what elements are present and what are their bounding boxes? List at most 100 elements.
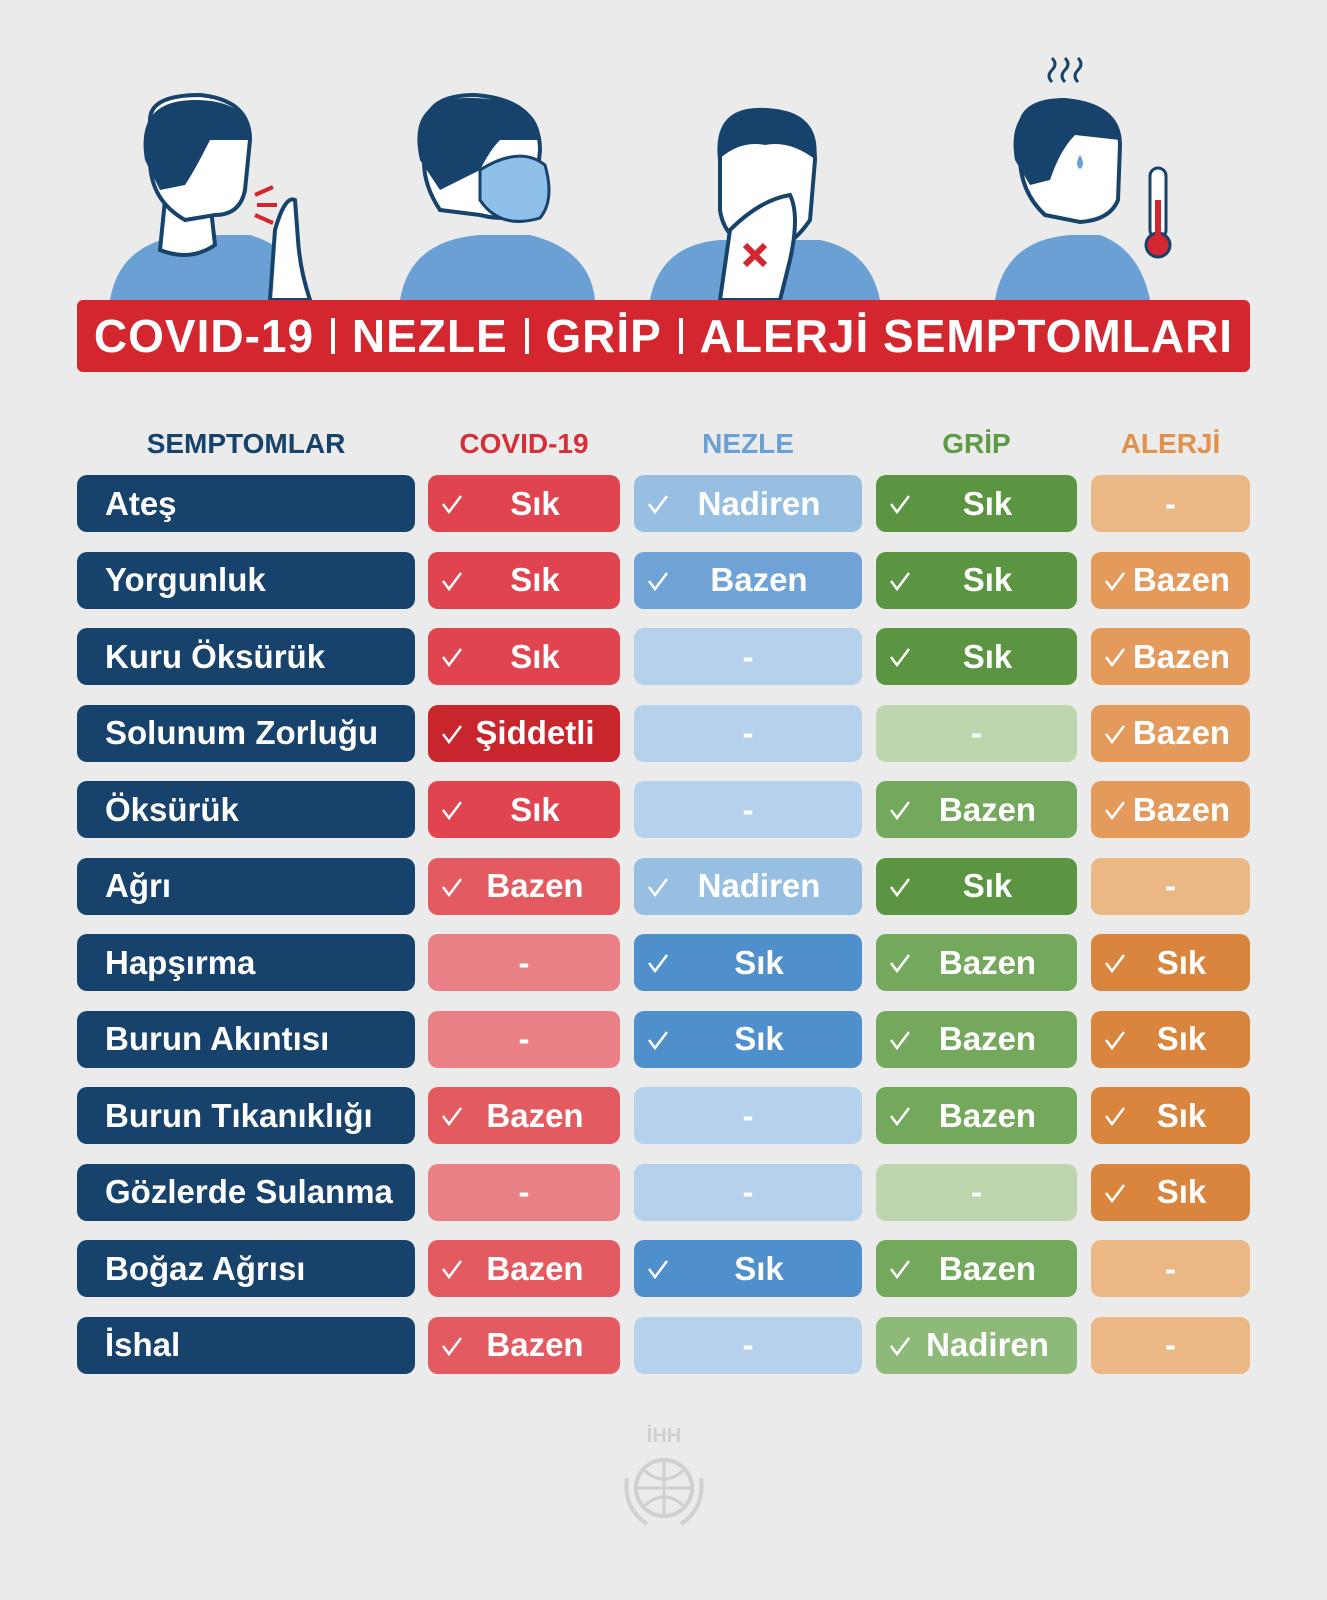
logo-emblem [624, 1458, 704, 1526]
cell-text: - [1165, 484, 1176, 522]
symptom-cell: Sık [428, 628, 620, 685]
symptom-cell: Bazen [876, 1087, 1077, 1144]
logo-text: İHH [646, 1425, 682, 1447]
check-icon [1105, 648, 1125, 668]
symptom-cell: Sık [634, 934, 862, 991]
symptom-cell: Nadiren [876, 1316, 1077, 1374]
check-icon [1105, 954, 1125, 974]
symptom-cell: - [428, 1010, 620, 1068]
cell-text: Bazen [486, 867, 584, 904]
check-icon [890, 571, 910, 591]
title-part: NEZLE [351, 310, 508, 362]
row-label: Gözlerde Sulanma [77, 1163, 415, 1221]
cell-text: Sık [510, 790, 560, 828]
symptom-cell: - [634, 628, 862, 685]
check-icon [648, 877, 668, 897]
symptom-cell: Bazen [876, 781, 1077, 838]
cell-text: - [518, 1020, 530, 1057]
symptom-cell: Şiddetli [428, 704, 620, 762]
symptom-cell: - [634, 704, 862, 762]
symptom-cell: - [428, 934, 620, 991]
row-label: Öksürük [77, 781, 415, 838]
cell-text: Sık [1156, 1020, 1207, 1057]
cell-text: Bazen [938, 1249, 1037, 1287]
symptom-cell: Sık [634, 1010, 862, 1068]
check-icon [890, 1336, 910, 1356]
symptom-cell: Sık [876, 551, 1077, 609]
symptom-cell: Bazen [1091, 781, 1250, 838]
check-icon [890, 1030, 910, 1050]
cell-text: - [742, 714, 754, 751]
row-label: Kuru Öksürük [77, 628, 415, 685]
symptom-cell: - [634, 781, 862, 838]
symptom-cell: Sık [876, 628, 1077, 685]
symptom-cell: - [876, 704, 1077, 762]
check-icon [442, 1336, 462, 1356]
figure-cough [110, 92, 313, 300]
check-icon [648, 1030, 668, 1050]
symptom-cell: Bazen [1091, 551, 1250, 609]
check-icon [890, 954, 910, 974]
row-label-text: Solunum Zorluğu [105, 714, 379, 751]
cell-text: Sık [510, 561, 560, 598]
check-icon [648, 1260, 668, 1280]
symptom-cell: Sık [1091, 1087, 1250, 1144]
cell-text: - [742, 1173, 754, 1210]
row-label-text: İshal [105, 1326, 181, 1363]
check-icon [648, 495, 668, 515]
row-label: Ağrı [77, 857, 415, 915]
check-icon [890, 648, 910, 668]
cell-text: Sık [734, 1249, 784, 1287]
title-banner: COVID-19 NEZLE GRİP ALERJİ SEMPTOMLARI [77, 300, 1250, 372]
symptom-cell: Sık [876, 857, 1077, 915]
title-part: GRİP [545, 310, 662, 362]
check-icon [442, 801, 462, 821]
column-header: NEZLE [702, 428, 794, 459]
check-icon [1105, 1107, 1125, 1127]
figure-mask [400, 92, 595, 300]
symptom-cell: Bazen [428, 1240, 620, 1297]
separator [330, 318, 335, 354]
check-icon [1105, 571, 1125, 591]
check-icon [648, 954, 668, 974]
figure-cover [650, 107, 880, 300]
symptom-cell: Sık [428, 475, 620, 532]
check-icon [890, 877, 910, 897]
logo: İHH [610, 1425, 718, 1534]
symptom-cell: Bazen [876, 1010, 1077, 1068]
symptom-cell: Nadiren [634, 475, 862, 532]
symptom-cell: Sık [428, 781, 620, 838]
cell-text: - [518, 1173, 530, 1210]
check-icon [442, 877, 462, 897]
row-label-text: Burun Tıkanıklığı [105, 1096, 373, 1134]
row-label: Hapşırma [77, 934, 415, 991]
cell-text: Bazen [1132, 637, 1231, 675]
check-icon [890, 1260, 910, 1280]
symptom-cell: Sık [428, 551, 620, 609]
row-label: Solunum Zorluğu [77, 704, 415, 762]
cell-text: Bazen [938, 1020, 1037, 1057]
column-header: SEMPTOMLAR [146, 428, 346, 459]
symptom-cell: Bazen [428, 1087, 620, 1144]
symptom-cell: Sık [1091, 934, 1250, 991]
cell-text: - [518, 943, 530, 981]
cell-text: Sık [962, 484, 1013, 522]
cell-text: - [742, 637, 754, 675]
check-icon [1105, 724, 1125, 744]
cell-text: Sık [734, 943, 784, 981]
check-icon [1105, 1030, 1125, 1050]
symptom-cell: - [1091, 1240, 1250, 1297]
cell-text: Bazen [938, 790, 1037, 828]
cell-text: Bazen [938, 1096, 1037, 1134]
symptom-cell: - [428, 1163, 620, 1221]
cell-text: Nadiren [926, 1326, 1049, 1363]
row-label-text: Boğaz Ağrısı [105, 1249, 306, 1287]
check-icon [442, 648, 462, 668]
cell-text: - [1165, 867, 1176, 904]
cell-text: - [742, 1096, 754, 1134]
cell-text: Sık [1156, 943, 1207, 981]
cell-text: - [971, 1173, 982, 1210]
check-icon [648, 571, 668, 591]
